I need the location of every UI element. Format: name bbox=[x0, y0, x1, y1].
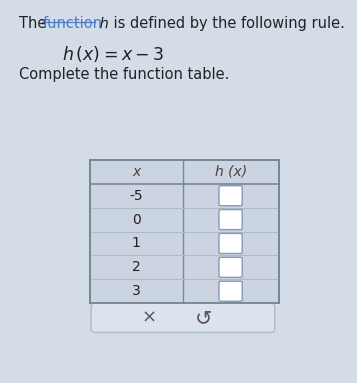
Text: 0: 0 bbox=[132, 213, 140, 227]
FancyBboxPatch shape bbox=[90, 160, 279, 303]
Text: ↺: ↺ bbox=[195, 308, 213, 328]
FancyBboxPatch shape bbox=[219, 257, 242, 277]
Text: The: The bbox=[19, 16, 51, 31]
Text: function: function bbox=[42, 16, 102, 31]
Text: Complete the function table.: Complete the function table. bbox=[19, 67, 229, 82]
Text: 3: 3 bbox=[132, 284, 140, 298]
FancyBboxPatch shape bbox=[219, 210, 242, 229]
Text: 1: 1 bbox=[132, 236, 141, 250]
Text: h (x): h (x) bbox=[215, 165, 247, 179]
FancyBboxPatch shape bbox=[219, 234, 242, 254]
Text: ×: × bbox=[142, 309, 157, 327]
Text: ℎ is defined by the following rule.: ℎ is defined by the following rule. bbox=[95, 16, 345, 31]
FancyBboxPatch shape bbox=[219, 281, 242, 301]
Text: -5: -5 bbox=[129, 189, 143, 203]
Text: x: x bbox=[132, 165, 140, 179]
FancyBboxPatch shape bbox=[219, 186, 242, 206]
Text: 2: 2 bbox=[132, 260, 140, 274]
Text: $h\,(x) = x - 3$: $h\,(x) = x - 3$ bbox=[62, 44, 165, 64]
FancyBboxPatch shape bbox=[91, 303, 275, 332]
